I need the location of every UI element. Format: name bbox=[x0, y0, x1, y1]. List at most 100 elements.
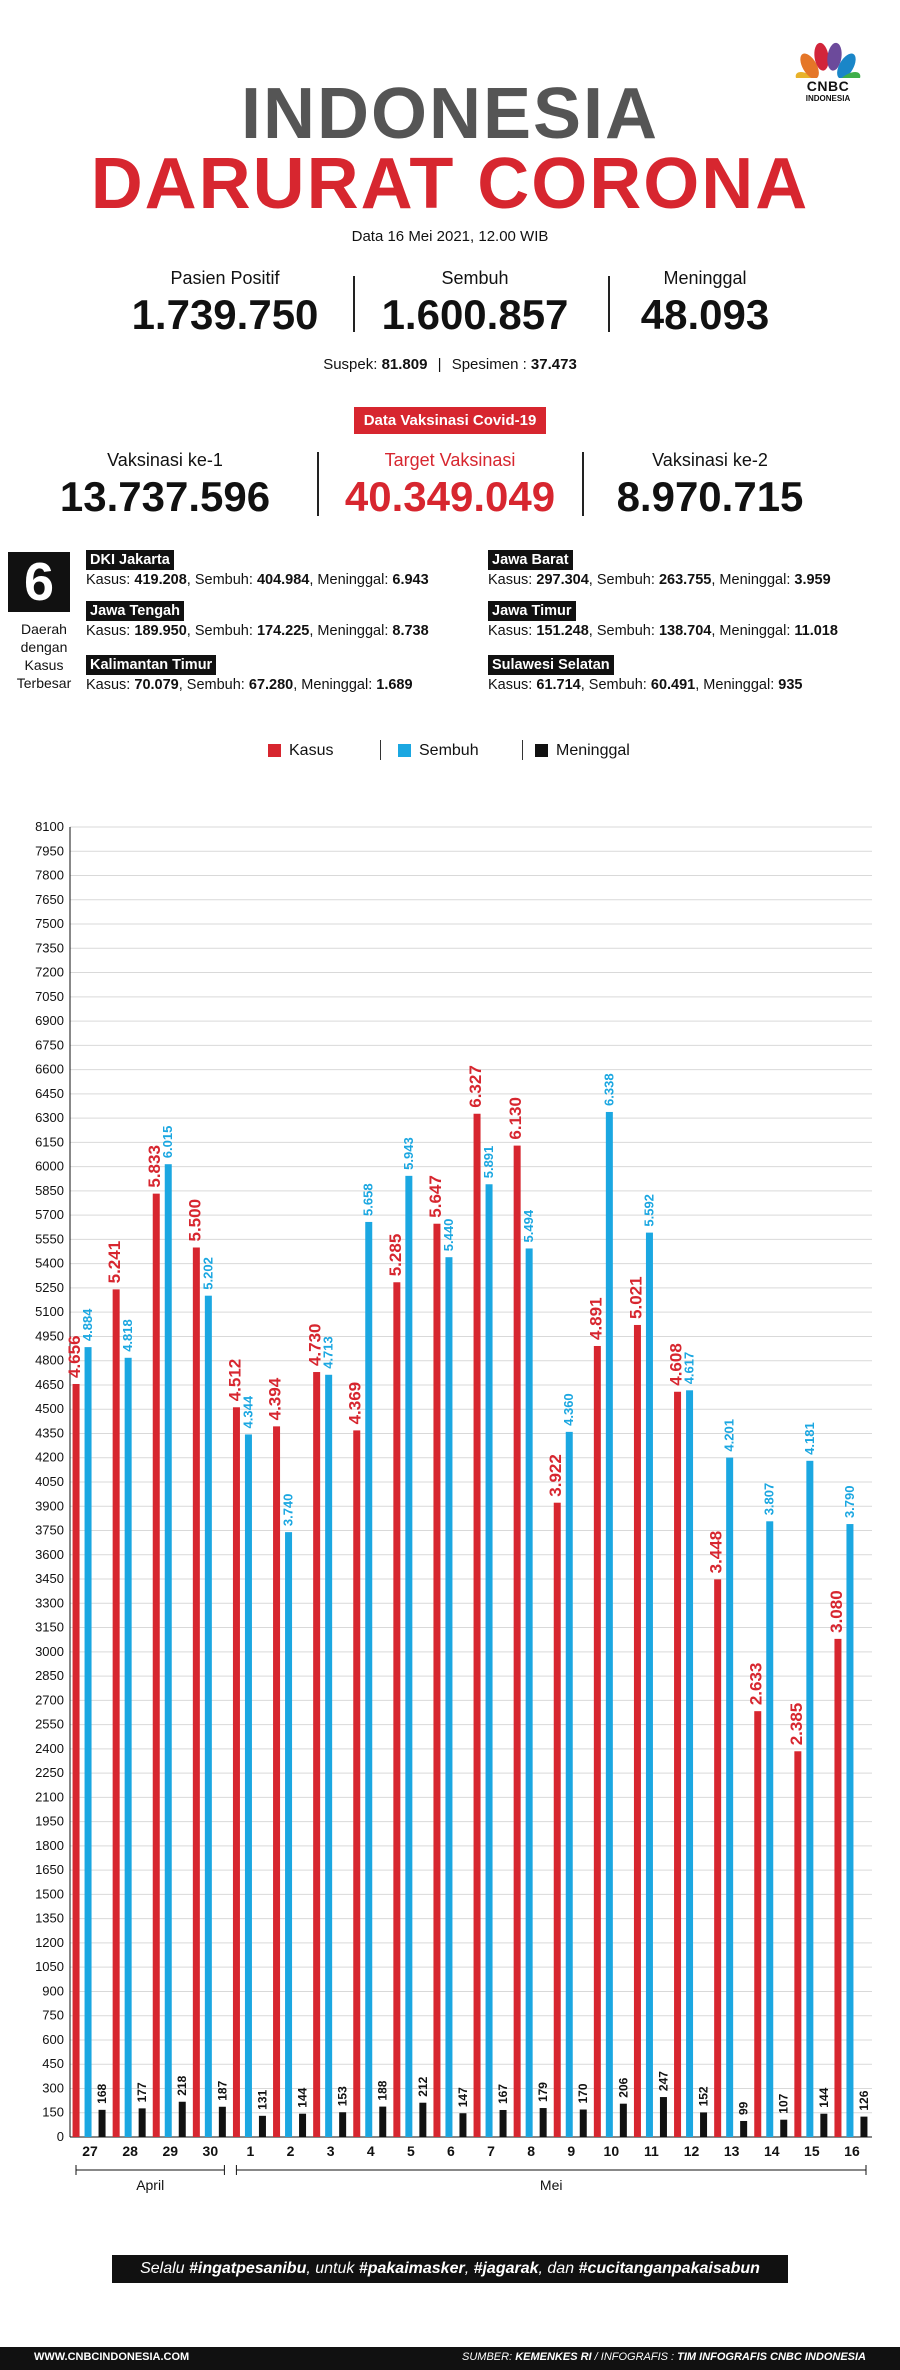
y-tick-label: 7650 bbox=[35, 892, 64, 907]
sembuh-label: Sembuh: bbox=[194, 623, 253, 639]
x-tick-label: 14 bbox=[764, 2143, 780, 2159]
meninggal-label: Meninggal: bbox=[719, 572, 791, 588]
sembuh-value: 263.755 bbox=[658, 572, 712, 588]
data-label-meninggal: 170 bbox=[576, 2083, 590, 2103]
bar-kasus bbox=[232, 1407, 240, 2137]
y-tick-label: 4650 bbox=[35, 1377, 64, 1392]
slogan-hashtag: #jagarak bbox=[473, 2260, 539, 2277]
y-tick-label: 4350 bbox=[35, 1425, 64, 1440]
kasus-label: Kasus: bbox=[488, 677, 533, 693]
bar-kasus bbox=[593, 1345, 601, 2137]
meninggal-value: 8.738 bbox=[392, 623, 429, 639]
slogan-hashtag: #ingatpesanibu bbox=[188, 2260, 307, 2277]
y-tick-label: 150 bbox=[42, 2105, 64, 2120]
kasus-value: 151.248 bbox=[536, 623, 589, 639]
data-label-meninggal: 131 bbox=[255, 2089, 269, 2109]
y-tick-label: 1200 bbox=[35, 1935, 64, 1950]
y-tick-label: 6150 bbox=[35, 1134, 64, 1149]
legend-meninggal: Meninggal bbox=[535, 742, 630, 760]
stat-label: Sembuh bbox=[441, 268, 509, 288]
data-label-meninggal: 177 bbox=[135, 2082, 149, 2102]
divider bbox=[317, 452, 319, 516]
y-tick-label: 6300 bbox=[35, 1110, 64, 1125]
vaksin-1: Vaksinasi ke-1 13.737.596 bbox=[40, 450, 290, 521]
footer-bar: WWW.CNBCINDONESIA.COM SUMBER: KEMENKES R… bbox=[0, 2347, 900, 2370]
data-label-meninggal: 147 bbox=[456, 2087, 470, 2107]
y-tick-label: 7800 bbox=[35, 868, 64, 883]
stat-label: Meninggal bbox=[663, 268, 747, 288]
bar-kasus bbox=[353, 1430, 361, 2137]
logo-subtext: INDONESIA bbox=[805, 94, 851, 103]
legend-label: Kasus bbox=[289, 742, 334, 759]
data-label-meninggal: 179 bbox=[536, 2082, 550, 2102]
bar-sembuh bbox=[806, 1460, 814, 2137]
y-tick-label: 900 bbox=[42, 1983, 64, 1998]
bar-sembuh bbox=[726, 1457, 734, 2137]
bar-kasus bbox=[273, 1426, 281, 2137]
data-label-sembuh: 5.592 bbox=[641, 1194, 656, 1227]
bar-meninggal bbox=[379, 2106, 387, 2137]
data-label-sembuh: 6.338 bbox=[601, 1073, 616, 1106]
x-tick-label: 27 bbox=[82, 2143, 98, 2159]
bar-sembuh bbox=[565, 1431, 573, 2137]
y-tick-label: 2700 bbox=[35, 1692, 64, 1707]
data-label-meninggal: 99 bbox=[737, 2101, 751, 2115]
slogan-text: , bbox=[464, 2260, 474, 2277]
data-label-meninggal: 168 bbox=[95, 2083, 109, 2103]
y-tick-label: 4800 bbox=[35, 1353, 64, 1368]
data-label-sembuh: 4.201 bbox=[722, 1419, 737, 1452]
kasus-label: Kasus: bbox=[86, 572, 131, 588]
vaksin-label: Vaksinasi ke-1 bbox=[107, 450, 223, 470]
bar-meninggal bbox=[218, 2106, 226, 2137]
data-label-sembuh: 3.790 bbox=[842, 1486, 857, 1519]
bar-sembuh bbox=[244, 1434, 252, 2137]
vaksin-header-wrap: Data Vaksinasi Covid-19 bbox=[0, 407, 900, 434]
bar-meninggal bbox=[659, 2097, 667, 2137]
data-label-sembuh: 6.015 bbox=[160, 1126, 175, 1159]
data-label-kasus: 3.922 bbox=[546, 1454, 565, 1497]
legend-swatch bbox=[398, 744, 411, 758]
x-tick-label: 11 bbox=[644, 2143, 659, 2159]
bar-kasus bbox=[754, 1711, 762, 2137]
kasus-label: Kasus: bbox=[488, 572, 533, 588]
vaksin-header: Data Vaksinasi Covid-19 bbox=[353, 407, 547, 434]
bar-sembuh bbox=[445, 1257, 453, 2137]
title-line1: INDONESIA bbox=[240, 74, 660, 154]
region-stats: Kasus: 297.304, Sembuh: 263.755, Meningg… bbox=[488, 572, 831, 588]
bar-sembuh bbox=[365, 1221, 373, 2137]
bar-sembuh bbox=[686, 1390, 694, 2137]
kasus-value: 189.950 bbox=[134, 623, 187, 639]
data-label-kasus: 4.656 bbox=[65, 1335, 84, 1378]
bar-sembuh bbox=[285, 1532, 293, 2137]
region-item: Kalimantan Timur Kasus: 70.079, Sembuh: 6… bbox=[86, 655, 413, 695]
slogan-text: , dan bbox=[538, 2260, 579, 2277]
data-label-kasus: 4.369 bbox=[346, 1382, 365, 1425]
sembuh-label: Sembuh: bbox=[186, 677, 245, 693]
data-label-meninggal: 144 bbox=[817, 2087, 831, 2107]
suspek-label: Suspek: bbox=[323, 356, 378, 373]
y-tick-label: 3900 bbox=[35, 1498, 64, 1513]
y-tick-label: 7950 bbox=[35, 843, 64, 858]
slogan-text: Selalu bbox=[140, 2260, 189, 2277]
bar-meninggal bbox=[499, 2109, 507, 2137]
bar-kasus bbox=[313, 1372, 321, 2137]
y-tick-label: 300 bbox=[42, 2080, 64, 2095]
bar-sembuh bbox=[766, 1521, 774, 2137]
y-tick-label: 6600 bbox=[35, 1062, 64, 1077]
suspek-value: 81.809 bbox=[381, 356, 428, 373]
data-label-sembuh: 4.713 bbox=[321, 1336, 336, 1369]
data-label-kasus: 6.327 bbox=[466, 1065, 485, 1108]
stat-sembuh: Sembuh 1.600.857 bbox=[350, 268, 600, 339]
suspek-line: Suspek: 81.809 | Spesimen : 37.473 bbox=[0, 356, 900, 373]
x-tick-label: 7 bbox=[487, 2143, 495, 2159]
data-label-kasus: 5.241 bbox=[105, 1241, 124, 1284]
meninggal-label: Meninggal: bbox=[317, 572, 389, 588]
bar-kasus bbox=[513, 1145, 521, 2137]
bar-sembuh bbox=[124, 1357, 132, 2137]
y-tick-label: 1950 bbox=[35, 1814, 64, 1829]
daerah-label-line: dengan bbox=[20, 639, 68, 655]
meninggal-value: 11.018 bbox=[794, 623, 838, 639]
bar-kasus bbox=[433, 1223, 441, 2137]
y-tick-label: 4050 bbox=[35, 1474, 64, 1489]
y-tick-label: 7350 bbox=[35, 940, 64, 955]
